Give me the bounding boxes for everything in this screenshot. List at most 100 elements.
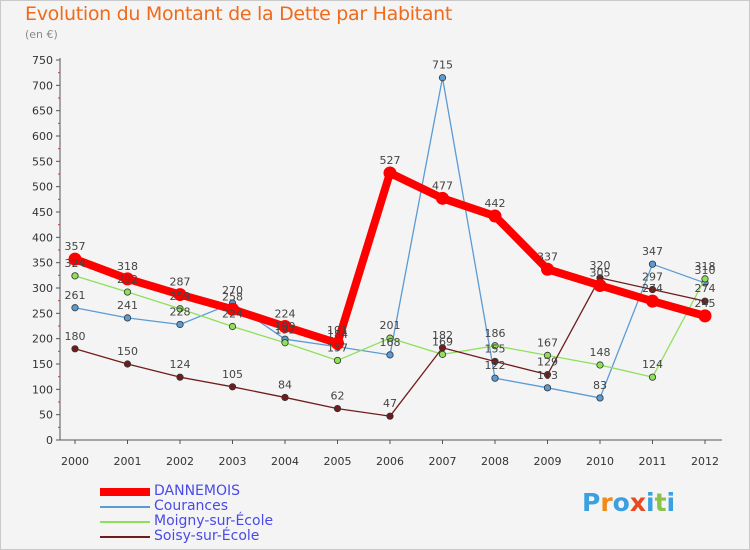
data-label: 224 xyxy=(275,308,296,321)
series-point-1 xyxy=(543,384,552,392)
y-tick-label: 150 xyxy=(32,358,53,371)
y-tick-label: 750 xyxy=(32,54,53,67)
series-point-3 xyxy=(176,373,184,381)
series-point-0 xyxy=(646,294,659,308)
y-tick-label: 700 xyxy=(32,79,53,92)
data-label: 167 xyxy=(537,336,558,349)
data-label: 337 xyxy=(537,250,558,263)
series-point-1 xyxy=(123,314,132,322)
x-tick-label: 2001 xyxy=(114,455,142,468)
data-label: 274 xyxy=(695,282,716,295)
data-label: 442 xyxy=(485,197,506,210)
data-label: 245 xyxy=(695,297,716,310)
series-point-1 xyxy=(71,304,79,312)
series-point-3 xyxy=(228,383,237,391)
data-label: 47 xyxy=(383,397,397,410)
series-point-0 xyxy=(278,320,292,334)
x-tick-label: 2000 xyxy=(61,455,89,468)
series-point-1 xyxy=(596,394,604,402)
data-label: 180 xyxy=(65,330,86,343)
data-label: 186 xyxy=(485,327,506,340)
series-point-2 xyxy=(386,334,394,342)
data-label: 292 xyxy=(117,273,138,286)
series-point-3 xyxy=(71,345,79,353)
data-label: 715 xyxy=(432,59,453,72)
chart-title: Evolution du Montant de la Dette par Hab… xyxy=(25,3,453,25)
series-point-3 xyxy=(648,285,657,294)
series-point-2 xyxy=(333,356,342,365)
data-label: 182 xyxy=(432,329,453,342)
legend-swatch xyxy=(100,506,150,508)
y-tick-label: 400 xyxy=(32,231,53,244)
x-tick-label: 2008 xyxy=(481,455,509,468)
data-label: 527 xyxy=(380,154,401,167)
x-tick-label: 2007 xyxy=(429,455,457,468)
data-label: 270 xyxy=(222,284,243,297)
data-label: 129 xyxy=(537,356,558,369)
legend-label: Courances xyxy=(154,498,229,514)
series-point-0 xyxy=(226,302,239,316)
proxiti-logo: Proxiti xyxy=(582,488,675,517)
y-tick-label: 300 xyxy=(32,282,53,295)
series-point-0 xyxy=(593,278,607,292)
series-point-0 xyxy=(541,262,554,276)
data-label: 324 xyxy=(65,257,86,270)
data-label: 477 xyxy=(432,179,453,192)
y-tick-label: 200 xyxy=(32,333,53,346)
data-label: 258 xyxy=(222,290,243,303)
data-label: 310 xyxy=(695,264,716,277)
series-point-0 xyxy=(331,336,344,350)
x-tick-label: 2003 xyxy=(219,455,247,468)
x-tick-label: 2010 xyxy=(586,455,614,468)
data-label: 261 xyxy=(65,289,86,302)
x-tick-label: 2002 xyxy=(166,455,194,468)
y-tick-label: 450 xyxy=(32,206,53,219)
series-point-3 xyxy=(701,297,709,305)
data-label: 169 xyxy=(432,335,453,348)
series-point-0 xyxy=(383,166,397,180)
series-point-0 xyxy=(436,191,449,205)
data-label: 184 xyxy=(327,328,348,341)
logo-letter: P xyxy=(582,488,601,517)
series-point-3 xyxy=(438,344,447,352)
legend-swatch xyxy=(100,488,150,496)
data-label: 155 xyxy=(485,342,506,355)
series-point-0 xyxy=(173,288,187,302)
series-point-0 xyxy=(698,309,712,323)
series-point-2 xyxy=(701,275,709,283)
data-label: 192 xyxy=(275,324,296,337)
data-label: 105 xyxy=(222,368,243,381)
data-label: 274 xyxy=(642,282,663,295)
series-point-2 xyxy=(543,351,552,359)
y-tick-label: 100 xyxy=(32,383,53,396)
data-label: 84 xyxy=(278,378,292,391)
series-point-2 xyxy=(176,305,184,313)
x-tick-label: 2004 xyxy=(271,455,299,468)
data-label: 191 xyxy=(327,324,348,337)
line-chart: 0 50 100 150 200 250 300 350 400 450 500 550 600 650 7… xyxy=(32,54,722,468)
data-label: 347 xyxy=(642,245,663,258)
data-label: 124 xyxy=(642,358,663,371)
legend-label: Moigny-sur-École xyxy=(154,513,274,529)
x-tick-label: 2011 xyxy=(639,455,667,468)
data-label: 241 xyxy=(117,299,138,312)
series-point-1 xyxy=(386,351,394,359)
series-point-2 xyxy=(491,342,499,350)
data-label: 287 xyxy=(170,276,191,289)
series-point-1 xyxy=(648,260,657,268)
data-label: 122 xyxy=(485,359,506,372)
legend-label: DANNEMOIS xyxy=(154,483,241,499)
data-label: 124 xyxy=(170,358,191,371)
series-point-2 xyxy=(228,322,237,331)
data-label: 357 xyxy=(65,240,86,253)
data-label: 318 xyxy=(117,260,138,273)
series-point-3 xyxy=(123,360,132,368)
series-point-2 xyxy=(281,339,289,347)
logo-letter: x xyxy=(629,488,646,517)
y-tick-label: 0 xyxy=(46,434,53,447)
data-label: 228 xyxy=(170,305,191,318)
series-point-0 xyxy=(488,209,502,223)
x-tick-label: 2005 xyxy=(324,455,352,468)
legend-label: Soisy-sur-École xyxy=(154,528,260,544)
y-tick-label: 500 xyxy=(32,181,53,194)
